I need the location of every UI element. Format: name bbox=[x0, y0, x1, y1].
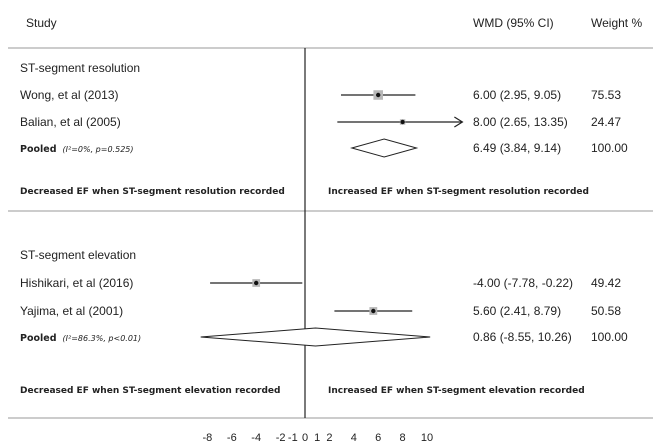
x-tick-label: 2 bbox=[326, 432, 332, 444]
left-note-elevation: Decreased EF when ST-segment elevation r… bbox=[20, 386, 280, 396]
study-column-header: Study bbox=[26, 16, 57, 30]
study-ci-text: -4.00 (-7.78, -0.22) bbox=[473, 276, 573, 290]
x-tick-label: -2 bbox=[276, 432, 286, 444]
x-tick-label: -4 bbox=[251, 432, 261, 444]
pooled-diamond-shape bbox=[349, 138, 419, 158]
x-tick-label: -1 bbox=[288, 432, 298, 444]
study-marker-yajima bbox=[334, 307, 413, 315]
point-estimate bbox=[371, 308, 376, 314]
point-estimate bbox=[254, 280, 259, 286]
point-estimate bbox=[400, 119, 405, 125]
pooled-label: Pooled (I²=86.3%, p<0.01) bbox=[20, 333, 141, 344]
study-weight: 50.58 bbox=[591, 304, 621, 318]
pooled-ci-text: 0.86 (-8.55, 10.26) bbox=[473, 330, 572, 344]
study-marker-hishikari bbox=[210, 279, 303, 287]
pooled-diamond-resolution bbox=[349, 138, 419, 158]
weight-column-header: Weight % bbox=[591, 16, 642, 30]
study-weight: 75.53 bbox=[591, 88, 621, 102]
pooled-label: Pooled (I²=0%, p=0.525) bbox=[20, 144, 134, 155]
point-estimate bbox=[376, 92, 381, 98]
pooled-diamond-shape bbox=[200, 327, 431, 347]
x-tick-label: 4 bbox=[351, 432, 357, 444]
ci-arrow-icon bbox=[454, 116, 464, 128]
study-label: Yajima, et al (2001) bbox=[20, 304, 123, 318]
study-label: Wong, et al (2013) bbox=[20, 88, 119, 102]
pooled-weight: 100.00 bbox=[591, 330, 628, 344]
x-tick-label: 1 bbox=[314, 432, 320, 444]
study-weight: 49.42 bbox=[591, 276, 621, 290]
x-tick-label: 8 bbox=[400, 432, 406, 444]
x-tick-label: 0 bbox=[302, 432, 308, 444]
x-tick-label: 6 bbox=[375, 432, 381, 444]
group-label-resolution: ST-segment resolution bbox=[20, 61, 140, 75]
study-ci-text: 5.60 (2.41, 8.79) bbox=[473, 304, 561, 318]
study-marker-wong bbox=[340, 90, 416, 100]
left-note-resolution: Decreased EF when ST-segment resolution … bbox=[20, 187, 285, 197]
right-note-resolution: Increased EF when ST-segment resolution … bbox=[328, 187, 589, 197]
x-tick-label: -6 bbox=[227, 432, 237, 444]
right-note-elevation: Increased EF when ST-segment elevation r… bbox=[328, 386, 585, 396]
x-tick-label: 10 bbox=[421, 432, 433, 444]
x-axis-ticks: -8 -6 -4 -2 -1 0 1 2 4 6 8 10 bbox=[203, 432, 434, 444]
pooled-weight: 100.00 bbox=[591, 141, 628, 155]
study-ci-text: 8.00 (2.65, 13.35) bbox=[473, 115, 568, 129]
study-label: Hishikari, et al (2016) bbox=[20, 276, 133, 290]
wmd-column-header: WMD (95% CI) bbox=[473, 16, 554, 30]
x-tick-label: -8 bbox=[203, 432, 213, 444]
pooled-ci-text: 6.49 (3.84, 9.14) bbox=[473, 141, 561, 155]
group-label-elevation: ST-segment elevation bbox=[20, 248, 136, 262]
study-label: Balian, et al (2005) bbox=[20, 115, 121, 129]
pooled-diamond-elevation bbox=[200, 327, 431, 347]
study-ci-text: 6.00 (2.95, 9.05) bbox=[473, 88, 561, 102]
study-marker-balian bbox=[337, 116, 464, 128]
study-weight: 24.47 bbox=[591, 115, 621, 129]
